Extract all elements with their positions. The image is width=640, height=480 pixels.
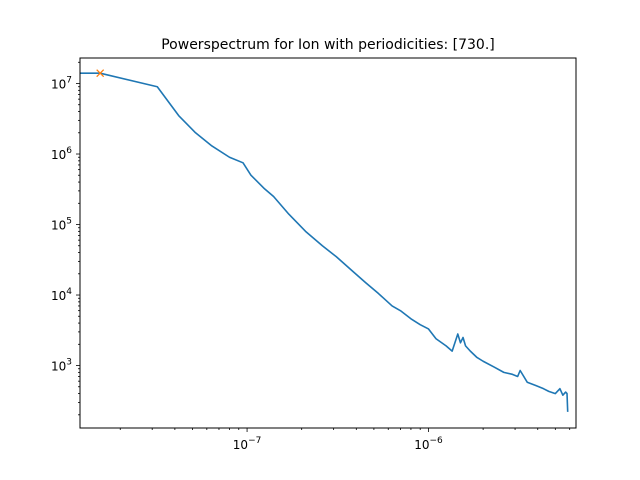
y-tick-base: 10 bbox=[51, 148, 66, 162]
y-tick-base: 10 bbox=[51, 219, 66, 233]
x-tick-label-0: 10−7 bbox=[233, 436, 262, 452]
y-tick-exponent: 5 bbox=[66, 217, 72, 227]
y-tick-base: 10 bbox=[51, 360, 66, 374]
y-tick-exponent: 4 bbox=[66, 287, 72, 297]
y-tick-base: 10 bbox=[51, 289, 66, 303]
plot-frame bbox=[79, 57, 577, 429]
plot-area bbox=[80, 69, 569, 412]
y-tick-label-2: 105 bbox=[51, 217, 72, 233]
y-tick-label-0: 103 bbox=[51, 358, 72, 374]
y-tick-base: 10 bbox=[51, 78, 66, 92]
y-tick-label-4: 107 bbox=[51, 76, 72, 92]
chart-title: Powerspectrum for Ion with periodicities… bbox=[161, 37, 495, 53]
peak-marker-stroke-b bbox=[96, 69, 105, 78]
y-tick-exponent: 7 bbox=[66, 76, 72, 86]
x-tick-label-1: 10−6 bbox=[414, 436, 443, 452]
x-tick-exponent: −7 bbox=[248, 436, 261, 446]
series-line-0 bbox=[80, 72, 569, 412]
y-tick-label-3: 106 bbox=[51, 146, 72, 162]
y-tick-exponent: 3 bbox=[66, 358, 72, 368]
x-tick-base: 10 bbox=[233, 438, 248, 452]
x-tick-exponent: −6 bbox=[430, 436, 444, 446]
y-tick-exponent: 6 bbox=[66, 146, 72, 156]
y-tick-label-1: 104 bbox=[51, 287, 72, 303]
x-tick-base: 10 bbox=[414, 438, 429, 452]
peak-marker bbox=[96, 69, 105, 78]
